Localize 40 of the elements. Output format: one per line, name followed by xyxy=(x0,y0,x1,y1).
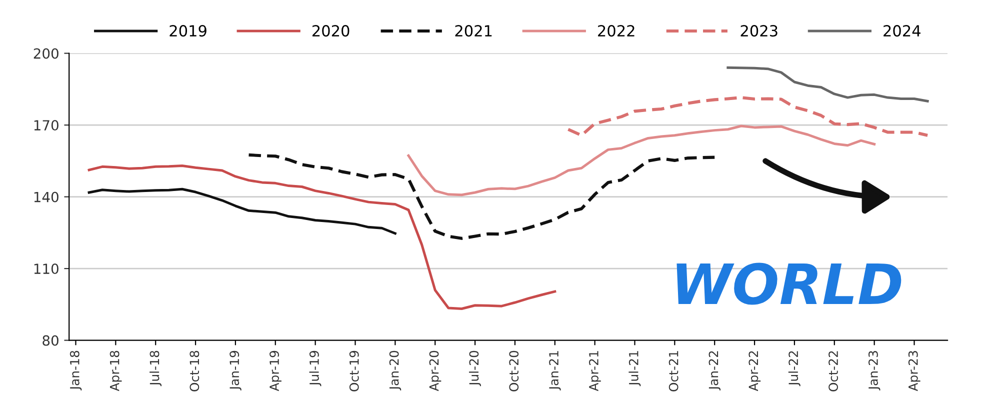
y-tick-label: 80 xyxy=(42,335,58,346)
legend-label: 2020 xyxy=(312,25,350,37)
legend-label: 2024 xyxy=(884,25,920,37)
line-series xyxy=(88,164,556,310)
x-tick-label: Jan-21 xyxy=(549,351,561,390)
y-tick-label: 200 xyxy=(34,48,58,59)
legend-label: 2023 xyxy=(740,25,778,37)
line-series xyxy=(88,188,396,235)
x-tick-label: Apr-18 xyxy=(110,350,122,392)
line-series xyxy=(726,66,929,102)
x-tick-label: Jul-20 xyxy=(468,350,481,386)
x-tick-label: Oct-19 xyxy=(349,350,359,392)
x-tick-label: Jan-18 xyxy=(70,350,82,390)
x-tick-label: Apr-19 xyxy=(270,350,282,392)
x-tick-label: Jul-22 xyxy=(788,351,800,386)
y-tick-label: 170 xyxy=(34,120,58,131)
x-tick-label: Jan-20 xyxy=(389,350,402,390)
x-tick-label: Jan-22 xyxy=(708,351,721,390)
x-tick-label: Oct-18 xyxy=(190,350,200,392)
x-tick-label: Jan-23 xyxy=(868,351,880,390)
annotation: WORLD xyxy=(676,262,902,305)
x-tick-label: Apr-20 xyxy=(429,350,442,392)
x-tick-label: Jul-19 xyxy=(309,350,322,386)
x-tick-label: Oct-21 xyxy=(668,351,678,392)
legend-label: 2019 xyxy=(170,25,206,37)
x-tick-label: Apr-21 xyxy=(588,351,601,392)
x-tick-label: Oct-20 xyxy=(509,350,519,392)
line-series xyxy=(566,96,930,137)
y-tick-label: 140 xyxy=(34,192,58,202)
legend-label: 2022 xyxy=(598,25,634,37)
x-tick-label: Jan-19 xyxy=(230,350,242,390)
x-tick-label: Jul-21 xyxy=(628,351,641,386)
x-tick-label: Jul-18 xyxy=(150,350,162,386)
x-tick-label: Oct-22 xyxy=(828,351,838,392)
x-tick-label: Apr-22 xyxy=(748,351,761,392)
line-series xyxy=(407,124,876,196)
legend-label: 2021 xyxy=(455,25,492,37)
y-tick-label: 110 xyxy=(34,264,58,274)
x-tick-label: Apr-23 xyxy=(908,351,920,392)
line-series xyxy=(247,153,716,240)
